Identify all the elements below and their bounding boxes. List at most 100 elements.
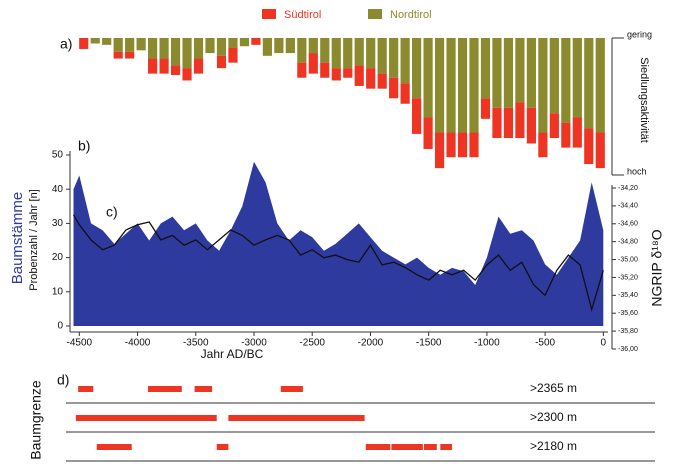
bar-segment: [297, 38, 307, 63]
y2-tick-label: -34,60: [618, 221, 638, 228]
bar-segment: [182, 38, 192, 69]
bar-segment: [561, 38, 571, 123]
row-label: >2180 m: [530, 439, 577, 453]
bar-segment: [125, 51, 135, 59]
bar-segment: [366, 68, 376, 89]
bar-segment: [308, 53, 318, 74]
x-tick-label: -3500: [183, 338, 209, 349]
bar-segment: [205, 38, 215, 54]
bar-segment: [354, 38, 364, 66]
bar-segment: [480, 38, 491, 99]
bar-segment: [193, 38, 204, 59]
bar-segment: [113, 38, 123, 52]
y-tick-label: 10: [52, 286, 64, 297]
bar-segment: [331, 38, 341, 69]
panel-label: d): [57, 372, 69, 388]
bar-segment: [446, 38, 456, 133]
legend-label: Südtirol: [284, 9, 321, 21]
range-bar: [194, 386, 213, 392]
bar-segment: [538, 132, 548, 158]
x-axis-label: Jahr AD/BC: [201, 347, 264, 361]
bar-segment: [228, 47, 238, 63]
bar-segment: [343, 38, 353, 69]
y-tick-label: 40: [52, 184, 64, 195]
bar-segment: [400, 38, 410, 84]
line: [72, 214, 604, 313]
bar-segment: [331, 68, 341, 81]
bar-segment: [423, 38, 433, 118]
bar-segment: [434, 38, 445, 133]
bar-segment: [595, 38, 605, 133]
panel-label: a): [60, 36, 72, 52]
bar-segment: [434, 132, 445, 169]
bar-segment: [182, 68, 192, 81]
bar-segment: [457, 38, 468, 133]
bar-segment: [377, 38, 387, 74]
row-label: >2365 m: [530, 381, 577, 395]
bar-segment: [343, 68, 353, 78]
range-bar: [148, 386, 182, 392]
bar-segment: [274, 38, 284, 54]
bar-segment: [400, 83, 410, 104]
x-tick-label: -3000: [241, 338, 267, 349]
range-bar: [96, 444, 132, 450]
bar-segment: [102, 38, 112, 45]
bar-segment: [136, 38, 146, 51]
legend-swatch: [368, 9, 382, 19]
panel-label: c): [106, 204, 118, 220]
range-bar: [440, 444, 452, 450]
bar-segment: [193, 58, 204, 74]
y-tick-label: hoch: [627, 166, 647, 176]
y-tick-label: 20: [52, 252, 64, 263]
bar-segment: [90, 38, 100, 44]
area: [73, 161, 604, 326]
x-tick-label: -2500: [299, 338, 325, 349]
range-bar: [391, 444, 423, 450]
bar-segment: [285, 38, 295, 54]
bar-segment: [354, 65, 364, 86]
bar-segment: [572, 38, 582, 118]
bar-segment: [159, 58, 169, 74]
bar-segment: [595, 132, 605, 169]
bar-segment: [262, 38, 272, 56]
bar-segment: [216, 55, 227, 69]
bar-segment: [584, 38, 594, 129]
legend-swatch: [262, 9, 276, 19]
y-axis-label: Siedlungsaktivität: [638, 57, 650, 143]
bar-segment: [572, 117, 582, 148]
bar-segment: [251, 38, 261, 45]
legend-label: Nordtirol: [390, 9, 432, 21]
bar-segment: [469, 132, 479, 158]
bar-segment: [216, 38, 227, 56]
bar-segment: [308, 38, 318, 54]
panel-label: b): [78, 138, 90, 154]
bar-segment: [423, 117, 433, 149]
y2-tick-label: -34,40: [618, 203, 638, 210]
bar-segment: [377, 73, 387, 89]
x-tick-label: -500: [535, 338, 555, 349]
bar-segment: [170, 65, 181, 75]
range-bar: [280, 386, 303, 392]
y-tick-label: gering: [627, 29, 652, 39]
bar-segment: [503, 38, 514, 108]
bar-segment: [159, 38, 169, 59]
bar-segment: [228, 38, 238, 48]
bar-segment: [389, 38, 399, 78]
bar-segment: [412, 98, 422, 134]
range-bar: [78, 386, 94, 392]
y2-tick-label: -34,20: [618, 185, 638, 192]
bar-segment: [148, 38, 158, 59]
row-label: >2300 m: [530, 410, 577, 424]
bar-segment: [389, 77, 399, 99]
bar-segment: [457, 132, 468, 158]
bar-segment: [320, 38, 330, 63]
y2-axis-label: NGRIP δ¹⁸O: [649, 229, 665, 306]
bar-segment: [469, 38, 479, 133]
y2-tick-label: -35,40: [618, 292, 638, 299]
bar-segment: [561, 122, 571, 148]
y-axis-label: Baumgrenze: [28, 380, 44, 460]
range-bar: [216, 444, 229, 450]
range-bar: [365, 444, 391, 450]
bar-segment: [549, 38, 559, 114]
